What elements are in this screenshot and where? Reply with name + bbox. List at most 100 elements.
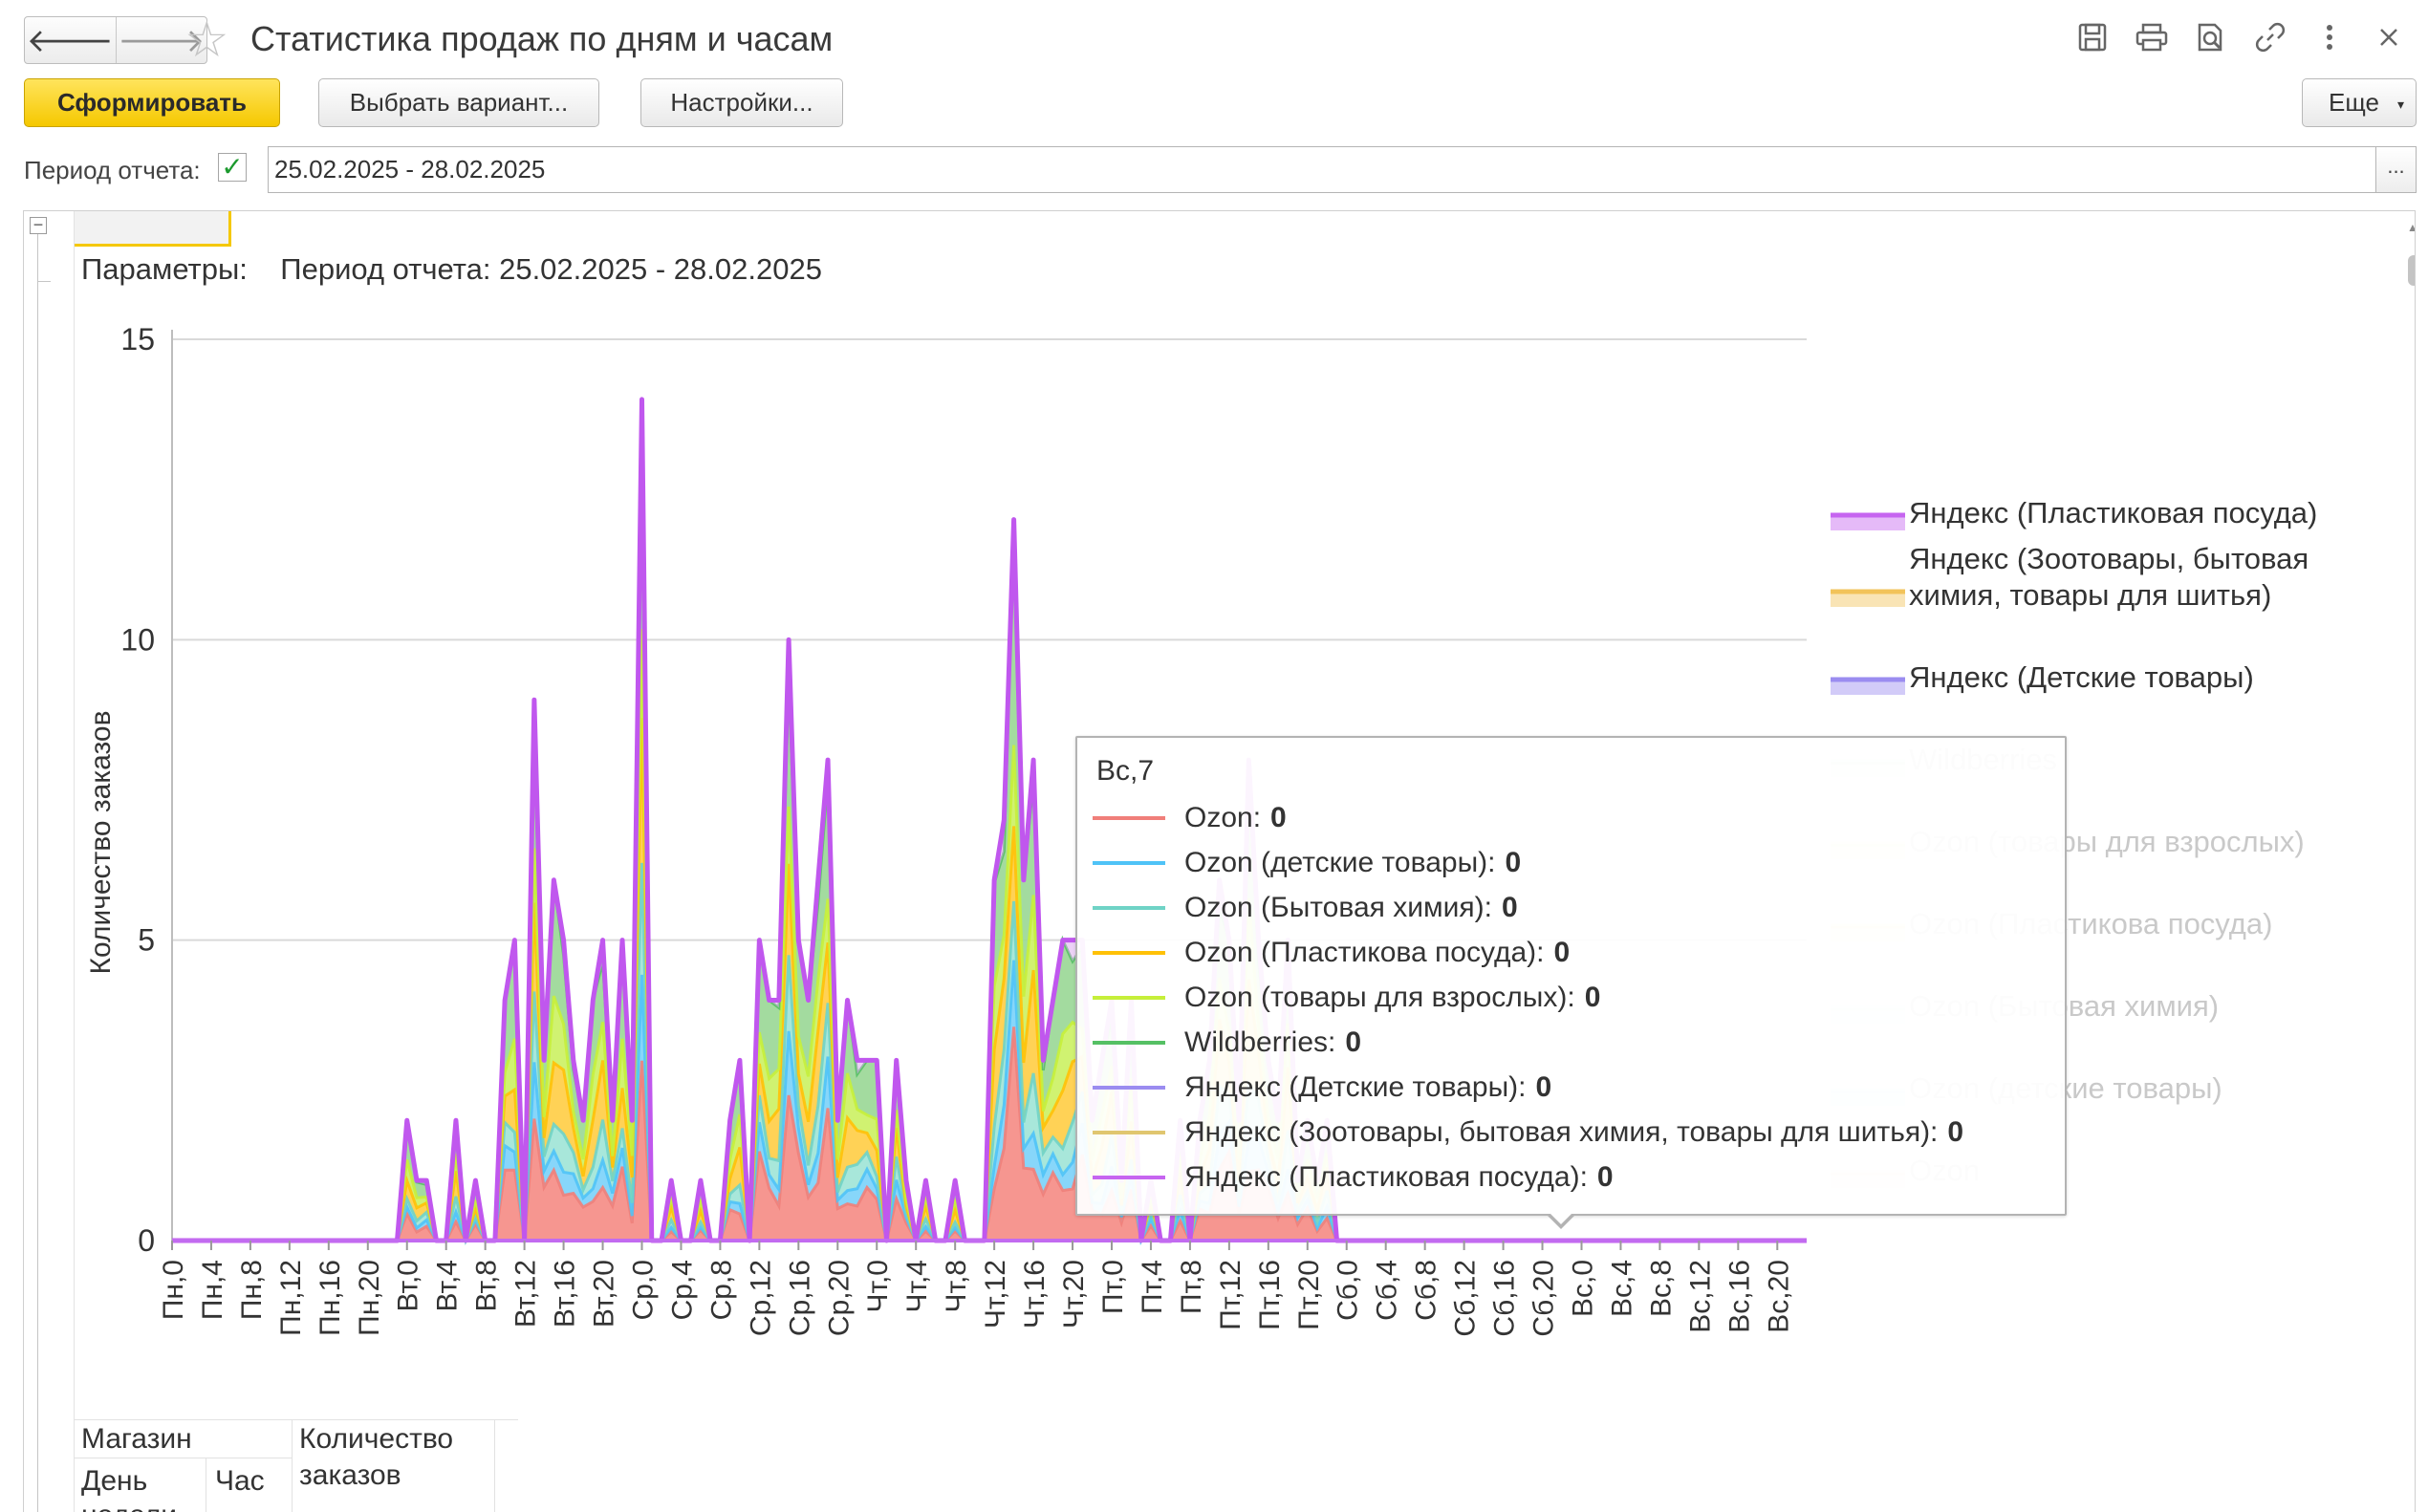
arrow-left-icon: 🡐 xyxy=(26,22,114,59)
table-header-orders-2: заказов xyxy=(299,1459,401,1491)
tooltip-row: Яндекс (Пластиковая посуда): 0 xyxy=(1093,1158,1614,1197)
tooltip-series-label: Яндекс (Детские товары): xyxy=(1184,1071,1527,1103)
tooltip-series-swatch xyxy=(1093,1041,1165,1045)
selected-cell[interactable] xyxy=(75,211,231,247)
more-vertical-icon[interactable] xyxy=(2309,17,2350,57)
tooltip-series-label: Ozon (детские товары): xyxy=(1184,847,1496,878)
table-border-top xyxy=(75,1419,518,1420)
tooltip-row: Ozon (детские товары): 0 xyxy=(1093,844,1521,882)
x-tick-label: Сб,16 xyxy=(1489,1260,1521,1337)
settings-button[interactable]: Настройки... xyxy=(640,78,843,127)
x-tick-label: Вт,16 xyxy=(550,1260,581,1328)
back-button[interactable]: 🡐 xyxy=(25,17,116,63)
x-tick-label: Вт,12 xyxy=(510,1260,542,1328)
y-tick-label: 10 xyxy=(120,622,155,657)
forward-button[interactable]: 🡒 xyxy=(115,17,207,63)
preview-icon[interactable] xyxy=(2191,17,2231,57)
x-tick-label: Пт,4 xyxy=(1137,1260,1168,1314)
title-bar-icons xyxy=(2072,17,2409,57)
x-tick-label: Чт,16 xyxy=(1019,1260,1051,1328)
x-tick-label: Сб,0 xyxy=(1333,1260,1364,1321)
y-tick-label: 5 xyxy=(138,923,155,958)
tooltip-series-label: Ozon (Бытовая химия): xyxy=(1184,892,1492,923)
scrollbar-thumb[interactable] xyxy=(2408,255,2415,286)
x-tick-label: Чт,4 xyxy=(901,1260,933,1312)
more-button[interactable]: Еще ▾ xyxy=(2302,78,2417,127)
link-icon[interactable] xyxy=(2250,17,2290,57)
legend-label-cont: химия, товары для шитья) xyxy=(1909,578,2271,612)
x-tick-label: Сб,8 xyxy=(1411,1260,1442,1321)
legend-swatch xyxy=(1831,680,1905,695)
tooltip-series-swatch xyxy=(1093,906,1165,910)
x-tick-label: Пт,12 xyxy=(1215,1260,1247,1330)
legend-swatch xyxy=(1831,592,1905,607)
tooltip-series-label: Яндекс (Зоотовары, бытовая химия, товары… xyxy=(1184,1116,1939,1148)
tooltip-series-value: 0 xyxy=(1596,1161,1614,1193)
navigation-group: 🡐 🡒 xyxy=(24,16,207,64)
tooltip-row: Яндекс (Детские товары): 0 xyxy=(1093,1069,1551,1107)
x-tick-label: Ср,0 xyxy=(627,1260,659,1320)
tooltip-row: Ozon: 0 xyxy=(1093,799,1287,837)
title-bar: 🡐 🡒 ☆ Статистика продаж по дням и часам xyxy=(0,0,2428,75)
vertical-scrollbar[interactable]: ▲ xyxy=(2407,211,2415,1512)
generate-button[interactable]: Сформировать xyxy=(24,78,280,127)
choose-variant-button[interactable]: Выбрать вариант... xyxy=(318,78,599,127)
tooltip-series-value: 0 xyxy=(1345,1026,1362,1058)
tooltip-series-value: 0 xyxy=(1505,847,1522,878)
tooltip-series-value: 0 xyxy=(1947,1116,1964,1148)
x-tick-label: Чт,20 xyxy=(1058,1260,1090,1328)
x-tick-label: Ср,8 xyxy=(705,1260,737,1320)
period-select-button[interactable]: ... xyxy=(2376,146,2417,193)
x-tick-label: Сб,20 xyxy=(1528,1260,1560,1337)
scroll-up-icon[interactable]: ▲ xyxy=(2407,221,2415,234)
tooltip-series-swatch xyxy=(1093,951,1165,955)
period-input[interactable]: 25.02.2025 - 28.02.2025 xyxy=(268,146,2376,193)
x-tick-label: Вт,20 xyxy=(589,1260,620,1328)
x-tick-label: Пн,16 xyxy=(314,1260,346,1336)
window-title: Статистика продаж по дням и часам xyxy=(250,19,834,58)
table-header-hour: Час xyxy=(215,1465,265,1497)
collapse-group-icon[interactable]: − xyxy=(30,216,47,234)
tooltip-series-value: 0 xyxy=(1584,982,1601,1013)
table-border-v1 xyxy=(292,1419,293,1512)
x-tick-label: Чт,0 xyxy=(862,1260,894,1312)
legend-label: Яндекс (Детские товары) xyxy=(1909,660,2254,694)
x-tick-label: Ср,20 xyxy=(823,1260,855,1336)
group-line xyxy=(37,234,38,1512)
column-divider xyxy=(74,211,75,1512)
favorite-star-icon[interactable]: ☆ xyxy=(184,12,229,68)
tooltip-row: Ozon (Пластикова посуда): 0 xyxy=(1093,934,1570,972)
x-tick-label: Вс,12 xyxy=(1684,1260,1716,1333)
x-tick-label: Вс,4 xyxy=(1606,1260,1637,1317)
tooltip-series-value: 0 xyxy=(1535,1071,1552,1103)
print-icon[interactable] xyxy=(2132,17,2172,57)
dropdown-arrow-icon: ▾ xyxy=(2396,97,2404,112)
tooltip-row: Ozon (товары для взрослых): 0 xyxy=(1093,979,1600,1017)
table-header-day: День xyxy=(81,1465,148,1497)
tooltip-series-swatch xyxy=(1093,1086,1165,1090)
x-tick-label: Вт,0 xyxy=(393,1260,424,1311)
tooltip-title: Вс,7 xyxy=(1096,755,1155,787)
y-tick-label: 15 xyxy=(120,322,155,356)
x-tick-label: Вт,4 xyxy=(432,1260,464,1311)
tooltip-series-swatch xyxy=(1093,816,1165,820)
x-tick-label: Пн,0 xyxy=(158,1260,189,1320)
legend-swatch xyxy=(1831,515,1905,530)
tooltip-series-swatch xyxy=(1093,996,1165,1000)
x-tick-label: Ср,4 xyxy=(666,1260,698,1320)
x-tick-label: Чт,12 xyxy=(980,1260,1011,1328)
group-hline xyxy=(37,281,51,282)
tooltip-series-swatch xyxy=(1093,1176,1165,1179)
x-tick-label: Пт,16 xyxy=(1254,1260,1286,1330)
x-tick-label: Вс,16 xyxy=(1723,1260,1755,1333)
tooltip-series-label: Wildberries: xyxy=(1184,1026,1336,1058)
table-header-day-2: недели xyxy=(81,1498,177,1512)
close-icon[interactable] xyxy=(2369,17,2409,57)
legend-label: Яндекс (Зоотовары, бытовая xyxy=(1909,542,2309,575)
x-tick-label: Пн,12 xyxy=(275,1260,307,1336)
y-tick-label: 0 xyxy=(138,1223,155,1258)
period-checkbox[interactable]: ✓ xyxy=(218,153,247,182)
x-tick-label: Вс,0 xyxy=(1567,1260,1598,1317)
save-icon[interactable] xyxy=(2072,17,2113,57)
table-border-v3 xyxy=(494,1419,495,1512)
